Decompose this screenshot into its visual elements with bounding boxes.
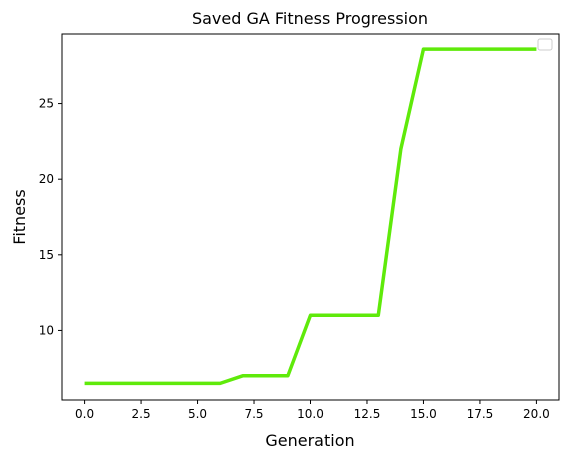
y-tick-label: 20 bbox=[39, 172, 54, 186]
x-tick-label: 0.0 bbox=[75, 407, 94, 421]
y-tick-label: 25 bbox=[39, 97, 54, 111]
plot-frame bbox=[61, 33, 560, 401]
x-tick-label: 7.5 bbox=[244, 407, 263, 421]
x-tick-label: 10.0 bbox=[297, 407, 324, 421]
chart-title: Saved GA Fitness Progression bbox=[192, 9, 428, 28]
x-tick-label: 2.5 bbox=[132, 407, 151, 421]
ticks: 0.0 2.5 5.0 7.5 10.0 12.5 15.0 17.5 20.0 10 15 20 25 bbox=[39, 97, 550, 421]
x-tick-label: 12.5 bbox=[354, 407, 381, 421]
x-tick-label: 17.5 bbox=[467, 407, 494, 421]
y-tick-label: 10 bbox=[39, 323, 54, 337]
series-layer bbox=[84, 47, 537, 386]
y-tick-label: 15 bbox=[39, 248, 54, 262]
x-tick-label: 15.0 bbox=[410, 407, 437, 421]
x-tick-label: 20.0 bbox=[523, 407, 550, 421]
y-axis-label: Fitness bbox=[10, 189, 29, 244]
legend-box bbox=[537, 38, 553, 51]
x-axis-label: Generation bbox=[265, 431, 354, 450]
x-tick-label: 5.0 bbox=[188, 407, 207, 421]
